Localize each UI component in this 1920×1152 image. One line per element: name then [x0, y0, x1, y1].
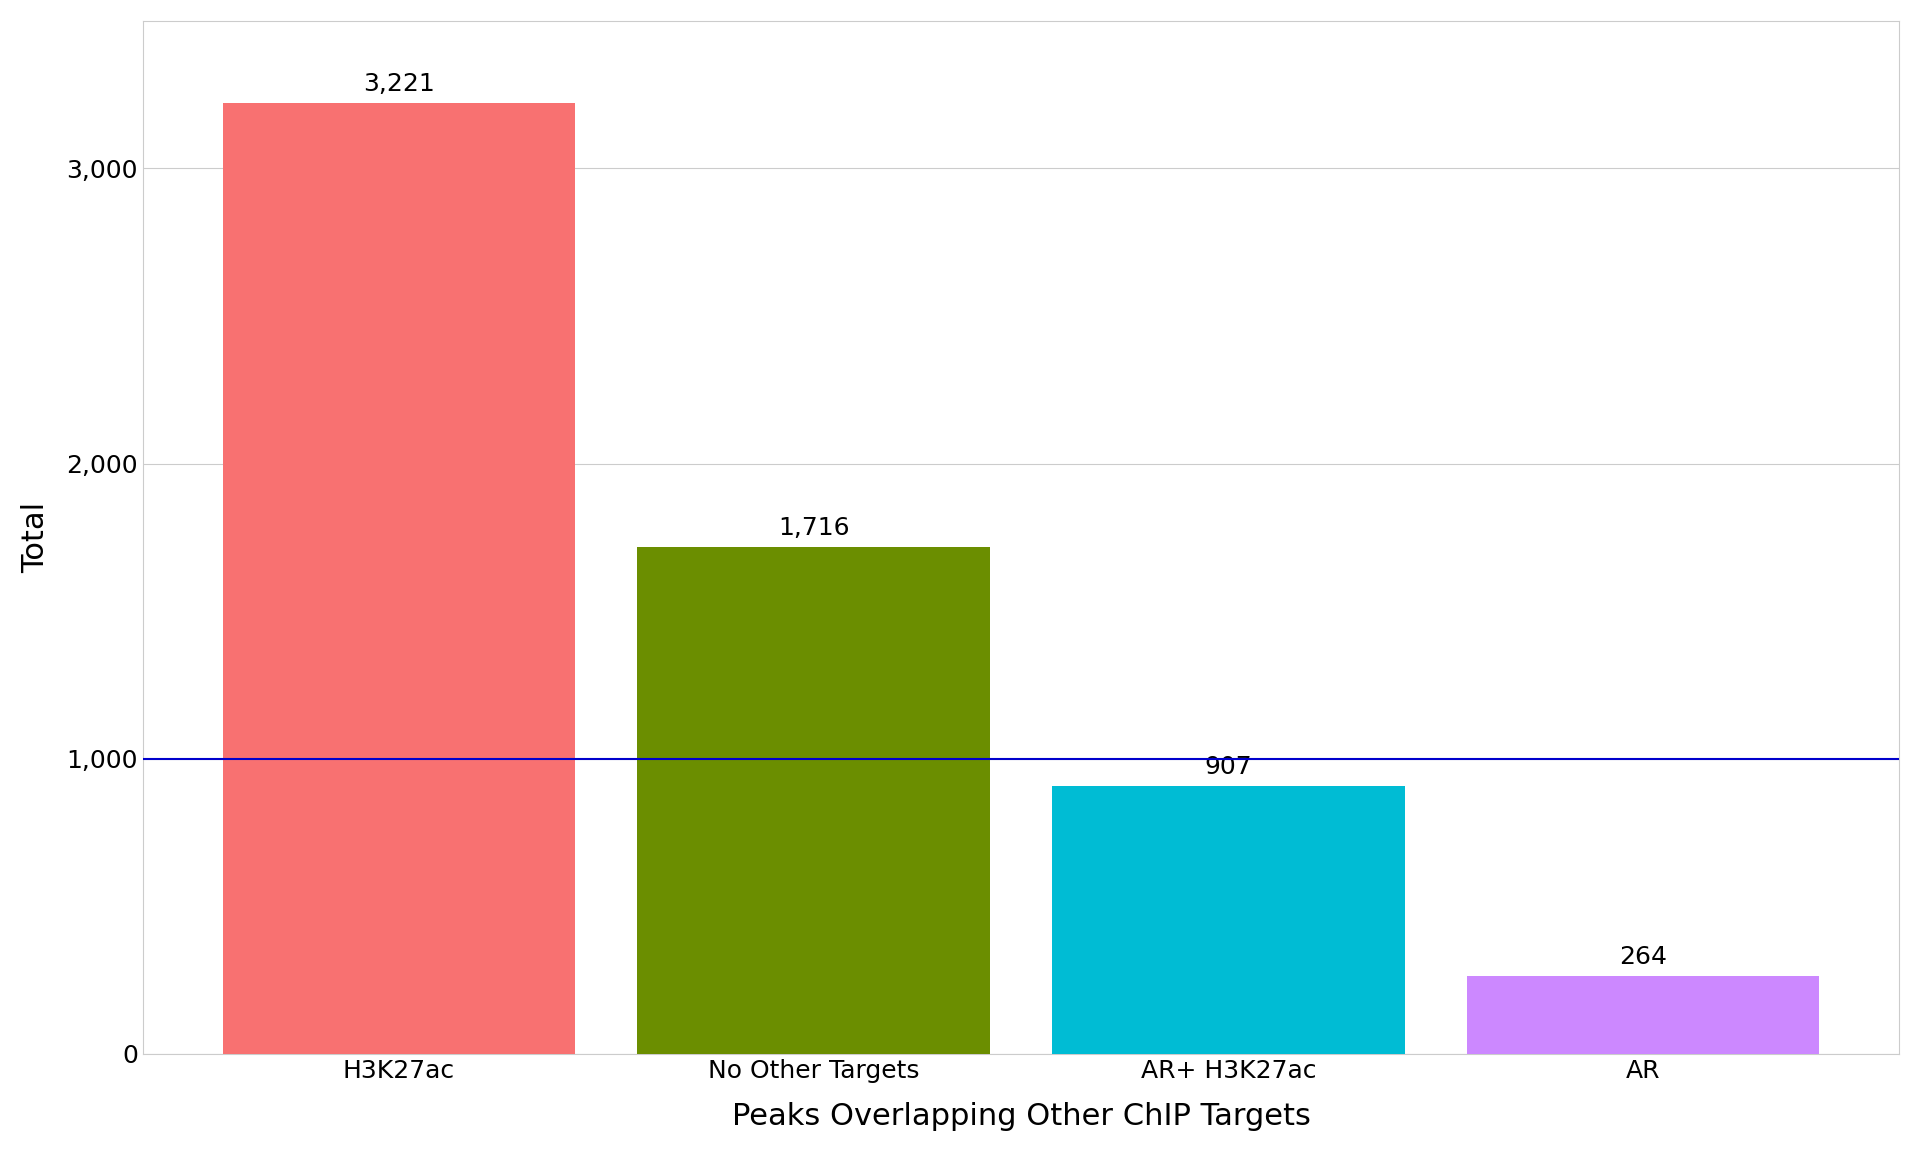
Text: 1,716: 1,716: [778, 516, 849, 540]
Text: 264: 264: [1619, 945, 1667, 969]
Bar: [223, 104, 576, 1054]
X-axis label: Peaks Overlapping Other ChIP Targets: Peaks Overlapping Other ChIP Targets: [732, 1102, 1311, 1131]
Text: 3,221: 3,221: [363, 71, 436, 96]
Bar: [637, 547, 991, 1054]
Bar: [1467, 976, 1820, 1054]
Text: 907: 907: [1204, 755, 1252, 779]
Y-axis label: Total: Total: [21, 502, 50, 573]
Bar: [1052, 786, 1405, 1054]
